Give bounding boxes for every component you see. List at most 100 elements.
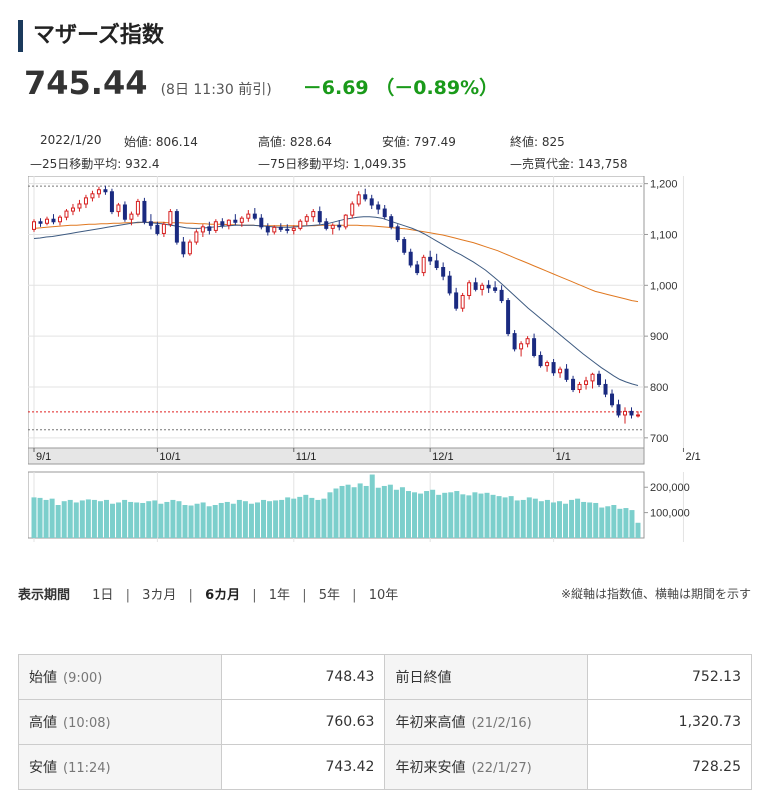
turnover-legend: —売買代金: 143,758 <box>510 157 628 171</box>
candle-body <box>467 282 472 296</box>
volume-bar <box>369 474 375 538</box>
candle-body <box>590 373 595 382</box>
candle-body <box>213 221 218 231</box>
candle-body <box>142 200 147 223</box>
price-tick-label: 1,200 <box>650 179 678 191</box>
candle-body <box>200 226 205 233</box>
volume-bar <box>291 498 297 538</box>
candle-body <box>408 251 413 266</box>
candle-body <box>259 217 264 228</box>
volume-bar <box>188 505 194 538</box>
high-time: (10:08) <box>63 716 111 731</box>
candle-body <box>226 219 231 226</box>
volume-bar <box>496 496 502 538</box>
candle-body <box>330 224 335 229</box>
period-separator: | <box>125 588 130 603</box>
x-axis-band <box>28 447 645 465</box>
period-3months[interactable]: 3カ月 <box>142 588 177 603</box>
x-tick-label: 2/1 <box>685 451 700 463</box>
period-6months[interactable]: 6カ月 <box>205 588 241 603</box>
candle-body <box>636 414 640 417</box>
candle-body <box>493 287 498 291</box>
candle-body <box>421 256 426 274</box>
ohlc-low: 安値: 797.49 <box>382 135 456 149</box>
candle-body <box>447 275 452 294</box>
volume-bar <box>556 501 562 538</box>
x-tick-label: 10/1 <box>159 451 180 463</box>
volume-bar <box>79 500 85 538</box>
volume-bar <box>315 499 321 538</box>
volume-bar <box>248 503 254 538</box>
volume-bar <box>128 501 134 538</box>
candle-body <box>382 208 387 218</box>
candle-body <box>168 211 173 225</box>
candle-body <box>246 213 251 219</box>
candle-body <box>486 284 491 289</box>
volume-bar <box>285 497 291 538</box>
current-price: 745.44 <box>24 64 148 102</box>
volume-bar <box>122 499 128 538</box>
volume-bar <box>454 491 460 538</box>
price-plot-border <box>28 176 645 449</box>
candle-body <box>623 410 628 416</box>
volume-bar <box>91 499 97 538</box>
volume-bar <box>267 501 273 538</box>
candle-body <box>441 267 446 277</box>
volume-tick-label: 100,000 <box>650 508 690 520</box>
candle-body <box>285 228 290 231</box>
volume-tick-label: 200,000 <box>650 482 690 494</box>
candle-body <box>343 214 348 228</box>
chart-reference-lines <box>28 185 644 431</box>
price-summary: 745.44 (8日 11:30 前引) －6.69 （－0.89%） <box>24 64 498 104</box>
candle-body <box>434 260 439 269</box>
candle-body <box>148 221 153 226</box>
candle-body <box>629 410 634 416</box>
candle-body <box>415 264 420 274</box>
volume-bar <box>85 499 91 538</box>
volume-bar <box>393 489 399 538</box>
volume-bar <box>424 491 430 538</box>
price-tick-label: 800 <box>650 382 668 394</box>
volume-bar <box>61 501 67 538</box>
candle-body <box>44 218 49 224</box>
ytd-high-date: (21/2/16) <box>471 716 532 731</box>
candle-body <box>389 216 394 228</box>
period-1year[interactable]: 1年 <box>268 588 291 603</box>
volume-bar <box>333 488 339 538</box>
volume-axis: 200,000 100,000 <box>644 482 690 520</box>
volume-bar <box>381 485 387 538</box>
candle-body <box>324 221 329 229</box>
volume-bar <box>279 499 285 538</box>
page-title-text: マザーズ指数 <box>33 23 164 48</box>
x-tick-label: 12/1 <box>432 451 453 463</box>
volume-bar <box>297 496 303 538</box>
volume-bar <box>605 506 611 538</box>
volume-bar <box>321 498 327 538</box>
candle-body <box>207 226 212 231</box>
candle-body <box>610 393 615 406</box>
candle-body <box>558 368 563 374</box>
ytd-low-date: (22/1/27) <box>471 761 532 776</box>
candle-body <box>551 362 556 374</box>
chart-grid <box>28 176 684 542</box>
index-chart[interactable]: 9/1 10/1 11/1 12/1 1/1 2/1 1,200 1,100 1,000 900… <box>28 176 718 546</box>
period-1day[interactable]: 1日 <box>92 588 114 603</box>
candle-body <box>32 221 36 230</box>
volume-bar <box>146 501 152 538</box>
quote-table: 始値 (9:00) 748.43 前日終値 752.13 高値 (10:08) 76… <box>18 654 752 790</box>
volume-bar <box>442 492 448 538</box>
volume-bar <box>230 503 236 538</box>
volume-bar <box>502 497 508 538</box>
volume-bar <box>339 485 345 538</box>
volume-bar <box>345 484 351 538</box>
volume-bar <box>206 506 212 538</box>
volume-bar <box>158 503 164 538</box>
candle-body <box>64 210 69 218</box>
volume-bar <box>140 502 146 538</box>
period-5years[interactable]: 5年 <box>318 588 341 603</box>
open-label: 始値 <box>29 670 57 686</box>
volume-bar <box>412 492 418 538</box>
candle-body <box>577 383 582 391</box>
period-10years[interactable]: 10年 <box>368 588 399 603</box>
candle-body <box>499 289 504 302</box>
